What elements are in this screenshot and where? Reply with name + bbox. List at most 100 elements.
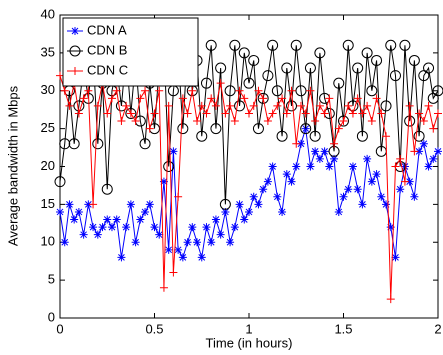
marker <box>405 101 414 110</box>
marker <box>122 101 131 110</box>
marker <box>338 115 349 127</box>
marker <box>145 124 154 133</box>
marker <box>84 86 93 95</box>
marker <box>424 162 433 171</box>
x-axis-label: Time (in hours) <box>206 335 293 350</box>
legend-box <box>62 17 199 87</box>
marker <box>273 192 282 201</box>
marker <box>339 192 348 201</box>
marker <box>415 109 424 118</box>
marker <box>139 138 151 150</box>
marker <box>320 109 329 118</box>
marker <box>263 177 272 186</box>
marker <box>281 62 293 74</box>
marker <box>60 86 69 95</box>
marker <box>292 139 301 148</box>
marker <box>382 200 391 209</box>
marker <box>117 253 126 262</box>
marker <box>174 245 183 254</box>
marker <box>136 94 145 103</box>
marker <box>311 147 320 156</box>
marker <box>262 70 274 82</box>
marker <box>235 86 244 95</box>
marker <box>145 200 154 209</box>
marker <box>215 62 227 74</box>
marker <box>197 101 206 110</box>
x-tick-label: 1 <box>245 321 252 336</box>
marker <box>207 238 216 247</box>
marker <box>320 147 329 156</box>
marker <box>315 101 324 110</box>
marker <box>59 138 71 150</box>
marker <box>74 109 83 118</box>
marker <box>429 154 438 163</box>
marker <box>372 94 381 103</box>
marker <box>434 147 442 156</box>
marker <box>224 85 236 97</box>
marker <box>295 85 307 97</box>
marker <box>342 39 354 51</box>
marker <box>290 39 302 51</box>
marker <box>177 123 189 135</box>
marker <box>278 94 287 103</box>
marker <box>243 77 255 89</box>
marker <box>353 185 362 194</box>
marker <box>219 198 231 210</box>
marker <box>230 117 239 126</box>
marker <box>216 79 225 88</box>
marker <box>366 85 378 97</box>
marker <box>429 124 438 133</box>
legend-label: CDN A <box>87 22 127 37</box>
marker <box>163 161 175 172</box>
y-tick-label: 35 <box>41 44 55 59</box>
marker <box>107 223 116 232</box>
marker <box>344 101 353 110</box>
marker <box>159 177 168 186</box>
marker <box>286 100 298 112</box>
marker <box>229 39 241 51</box>
marker <box>396 185 405 194</box>
marker <box>131 238 140 247</box>
marker <box>197 253 206 262</box>
y-tick-label: 30 <box>41 82 55 97</box>
marker <box>282 109 291 118</box>
legend-label: CDN B <box>87 42 127 57</box>
marker <box>65 200 74 209</box>
marker <box>193 117 202 126</box>
y-tick-label: 40 <box>41 6 55 21</box>
marker <box>196 130 208 142</box>
marker <box>408 54 420 66</box>
marker <box>432 85 443 97</box>
marker <box>117 117 126 126</box>
marker <box>339 117 348 126</box>
marker <box>410 147 419 156</box>
marker <box>314 47 326 59</box>
marker <box>202 109 211 118</box>
marker <box>334 207 343 216</box>
marker <box>287 177 296 186</box>
marker <box>68 138 80 150</box>
marker <box>79 230 88 239</box>
marker <box>325 162 334 171</box>
marker <box>122 223 131 232</box>
marker <box>385 39 397 51</box>
marker <box>391 253 400 262</box>
marker <box>125 107 137 119</box>
marker <box>413 130 425 142</box>
marker <box>382 132 391 141</box>
marker <box>93 101 102 110</box>
marker <box>150 223 159 232</box>
marker <box>371 54 383 66</box>
marker <box>79 94 88 103</box>
marker <box>240 215 249 224</box>
marker <box>424 101 433 110</box>
marker <box>103 215 112 224</box>
marker <box>301 109 310 118</box>
marker <box>249 192 258 201</box>
marker <box>169 268 178 277</box>
marker <box>200 77 212 89</box>
marker <box>271 85 283 97</box>
marker <box>159 283 168 292</box>
marker <box>131 117 140 126</box>
